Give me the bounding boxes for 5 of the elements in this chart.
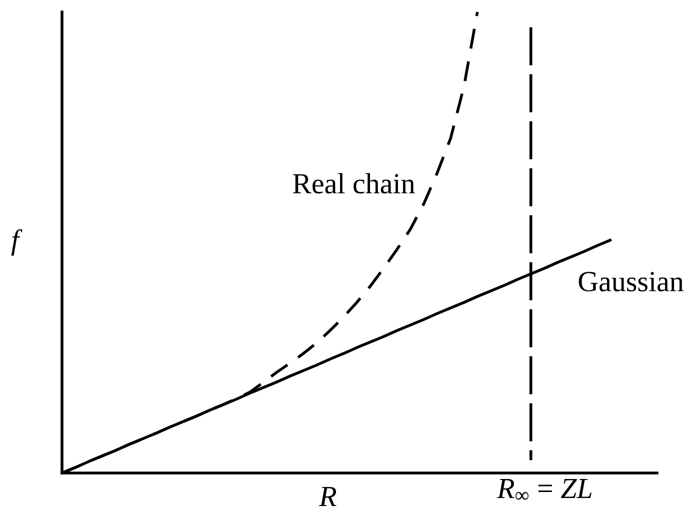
series-label: Real chain <box>292 173 415 194</box>
series-label: Gaussian <box>578 272 684 292</box>
x-axis-title: R <box>318 487 336 506</box>
y-axis-title: f <box>11 229 22 256</box>
text: R$_{∞}$ = ZL <box>496 479 592 500</box>
